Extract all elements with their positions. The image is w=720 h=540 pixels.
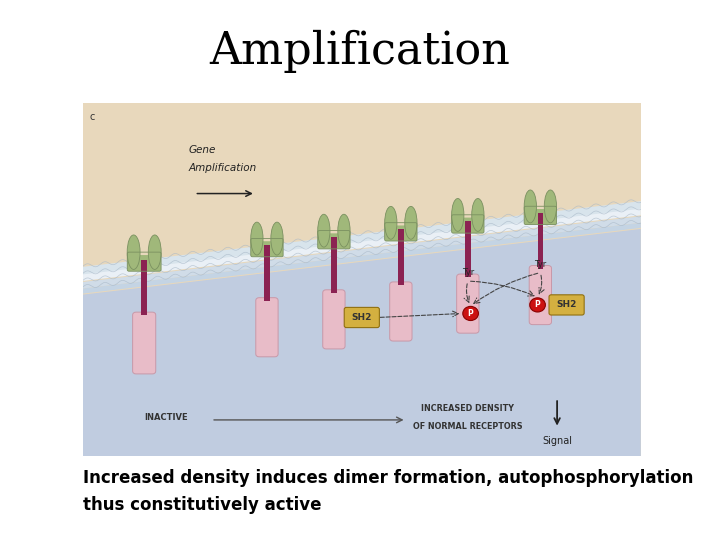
- FancyBboxPatch shape: [384, 226, 417, 241]
- Polygon shape: [83, 223, 641, 294]
- Ellipse shape: [544, 190, 557, 223]
- FancyBboxPatch shape: [390, 282, 412, 341]
- FancyBboxPatch shape: [451, 218, 484, 233]
- FancyBboxPatch shape: [549, 295, 584, 315]
- Text: Amplification: Amplification: [210, 30, 510, 73]
- Ellipse shape: [127, 235, 140, 269]
- Text: P: P: [535, 300, 541, 309]
- FancyBboxPatch shape: [127, 255, 161, 271]
- Circle shape: [463, 306, 478, 321]
- FancyBboxPatch shape: [344, 307, 379, 328]
- Ellipse shape: [384, 206, 397, 239]
- Text: Tyr: Tyr: [462, 268, 474, 277]
- Text: Tyr: Tyr: [534, 260, 546, 268]
- Text: INCREASED DENSITY: INCREASED DENSITY: [421, 404, 514, 413]
- Ellipse shape: [318, 214, 330, 247]
- Text: SH2: SH2: [557, 300, 577, 309]
- Polygon shape: [83, 229, 641, 456]
- FancyBboxPatch shape: [323, 290, 345, 349]
- FancyBboxPatch shape: [524, 209, 557, 225]
- Text: Gene: Gene: [189, 145, 216, 155]
- Bar: [538, 213, 543, 268]
- Bar: [141, 260, 147, 315]
- Ellipse shape: [338, 214, 350, 247]
- Polygon shape: [83, 201, 641, 276]
- Text: thus constitutively active: thus constitutively active: [83, 496, 321, 514]
- Ellipse shape: [271, 222, 283, 255]
- Ellipse shape: [472, 199, 484, 231]
- FancyBboxPatch shape: [256, 298, 278, 357]
- Ellipse shape: [524, 190, 536, 223]
- Ellipse shape: [251, 222, 263, 255]
- Text: SH2: SH2: [351, 313, 372, 322]
- Text: P: P: [468, 309, 474, 318]
- Text: c: c: [89, 112, 95, 122]
- Bar: [264, 245, 270, 301]
- Polygon shape: [83, 208, 641, 281]
- FancyBboxPatch shape: [132, 312, 156, 374]
- Ellipse shape: [451, 199, 464, 231]
- Text: Amplification: Amplification: [189, 163, 257, 173]
- Text: Increased density induces dimer formation, autophosphorylation: Increased density induces dimer formatio…: [83, 469, 693, 487]
- FancyBboxPatch shape: [529, 266, 552, 325]
- FancyBboxPatch shape: [456, 274, 479, 333]
- Text: INACTIVE: INACTIVE: [145, 413, 189, 422]
- Ellipse shape: [405, 206, 417, 239]
- Ellipse shape: [148, 235, 161, 269]
- Circle shape: [530, 298, 545, 312]
- Text: Signal: Signal: [542, 436, 572, 446]
- Text: OF NORMAL RECEPTORS: OF NORMAL RECEPTORS: [413, 422, 523, 430]
- FancyBboxPatch shape: [251, 241, 283, 256]
- Bar: [331, 237, 337, 293]
- Bar: [465, 221, 471, 277]
- Polygon shape: [83, 217, 641, 288]
- Bar: [398, 230, 404, 285]
- FancyBboxPatch shape: [318, 233, 350, 249]
